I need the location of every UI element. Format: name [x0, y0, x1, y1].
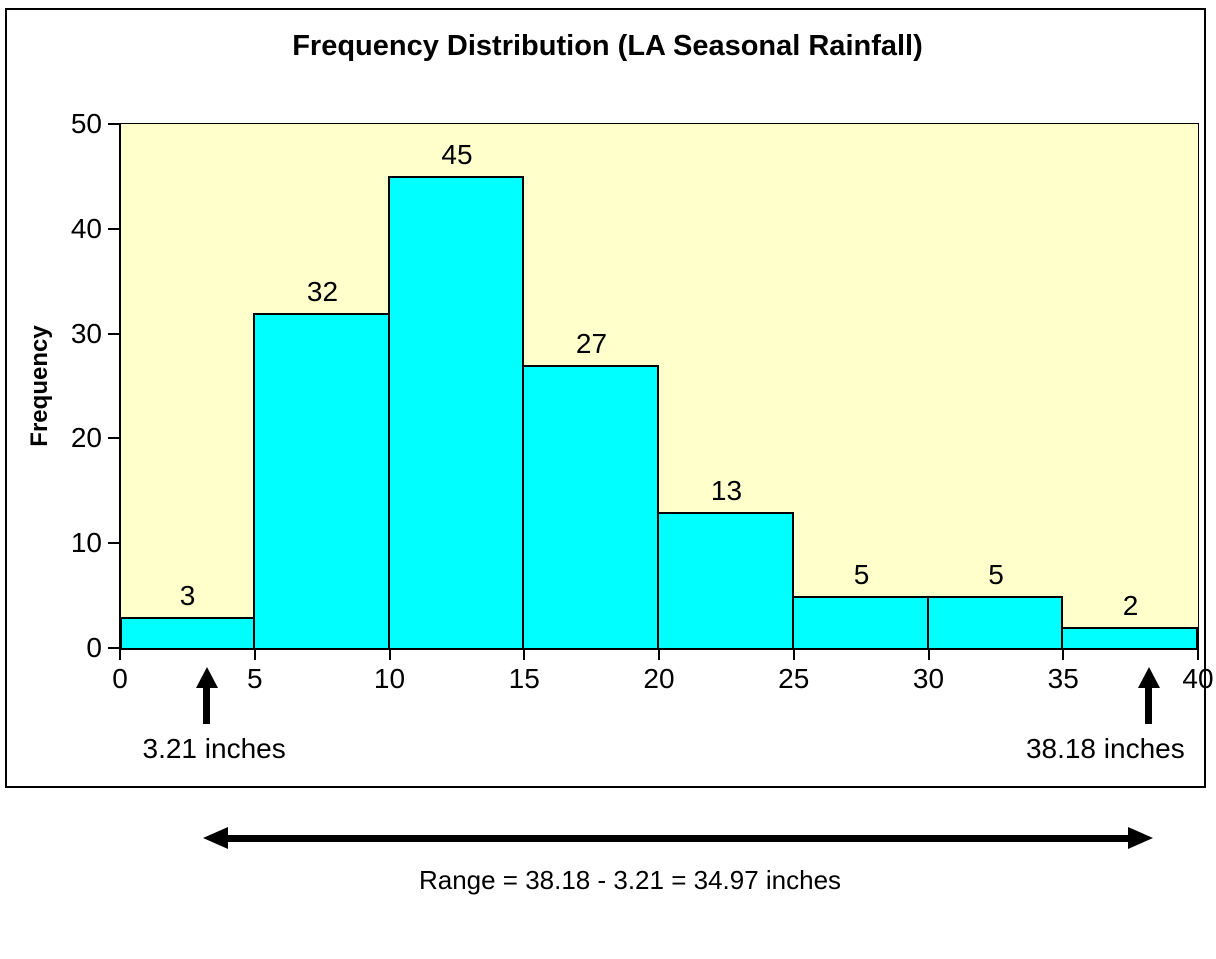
x-tick — [253, 650, 256, 660]
range-arrow-shaft — [224, 835, 1131, 842]
y-tick-label: 10 — [70, 527, 102, 559]
x-tick — [119, 650, 121, 660]
y-tick — [108, 227, 120, 230]
x-tick — [792, 650, 795, 660]
bar-value-label: 2 — [1122, 590, 1139, 621]
bar — [253, 313, 390, 648]
x-tick-label: 35 — [1047, 663, 1079, 694]
max-value-label: 38.18 inches — [1025, 733, 1185, 764]
bar-value-label: 45 — [441, 139, 473, 170]
x-tick-label: 0 — [112, 663, 128, 694]
min-up-arrow-icon — [195, 667, 218, 688]
bar-value-label: 3 — [179, 580, 196, 611]
y-tick-label: 50 — [70, 108, 102, 139]
x-tick — [658, 650, 660, 660]
max-up-arrow-icon — [1137, 667, 1160, 688]
bar-value-label: 5 — [853, 559, 870, 590]
bar-value-label: 5 — [988, 559, 1004, 590]
y-tick-label: 20 — [70, 422, 102, 454]
bar — [388, 176, 524, 648]
x-tick — [1197, 650, 1199, 660]
bar-value-label: 27 — [575, 328, 608, 359]
y-axis-title: Frequency — [26, 325, 53, 447]
x-tick-label: 30 — [912, 663, 945, 694]
x-tick-label: 40 — [1182, 663, 1214, 694]
bar — [1061, 627, 1198, 648]
x-tick — [388, 650, 391, 660]
x-tick-label: 5 — [246, 663, 263, 694]
bar-value-label: 32 — [306, 276, 339, 307]
bar — [792, 596, 929, 648]
range-arrow-right-icon — [1127, 827, 1153, 849]
chart-title: Frequency Distribution (LA Seasonal Rain… — [292, 30, 923, 62]
max-up-arrow-shaft — [1145, 688, 1153, 724]
x-tick — [927, 650, 930, 660]
x-tick-label: 25 — [778, 663, 810, 694]
y-tick — [108, 542, 120, 545]
min-up-arrow-shaft — [203, 688, 210, 724]
x-tick — [1062, 650, 1065, 660]
y-tick-label: 0 — [86, 632, 102, 663]
bar-value-label: 13 — [710, 475, 743, 506]
x-tick-label: 10 — [373, 663, 406, 694]
bar — [657, 512, 794, 648]
range-arrow-left-icon — [202, 827, 228, 849]
x-tick-label: 20 — [643, 663, 675, 694]
y-tick — [108, 647, 120, 649]
min-value-label: 3.21 inches — [142, 733, 286, 764]
y-tick — [108, 437, 120, 440]
bar — [120, 617, 255, 648]
y-tick — [108, 123, 120, 125]
x-tick-label: 15 — [508, 663, 540, 694]
y-tick-label: 40 — [70, 212, 102, 244]
bar — [927, 596, 1063, 648]
y-tick — [108, 332, 120, 335]
y-tick-label: 30 — [70, 317, 102, 349]
range-label: Range = 38.18 - 3.21 = 34.97 inches — [418, 865, 842, 895]
x-tick — [523, 650, 526, 660]
bar — [522, 365, 659, 648]
